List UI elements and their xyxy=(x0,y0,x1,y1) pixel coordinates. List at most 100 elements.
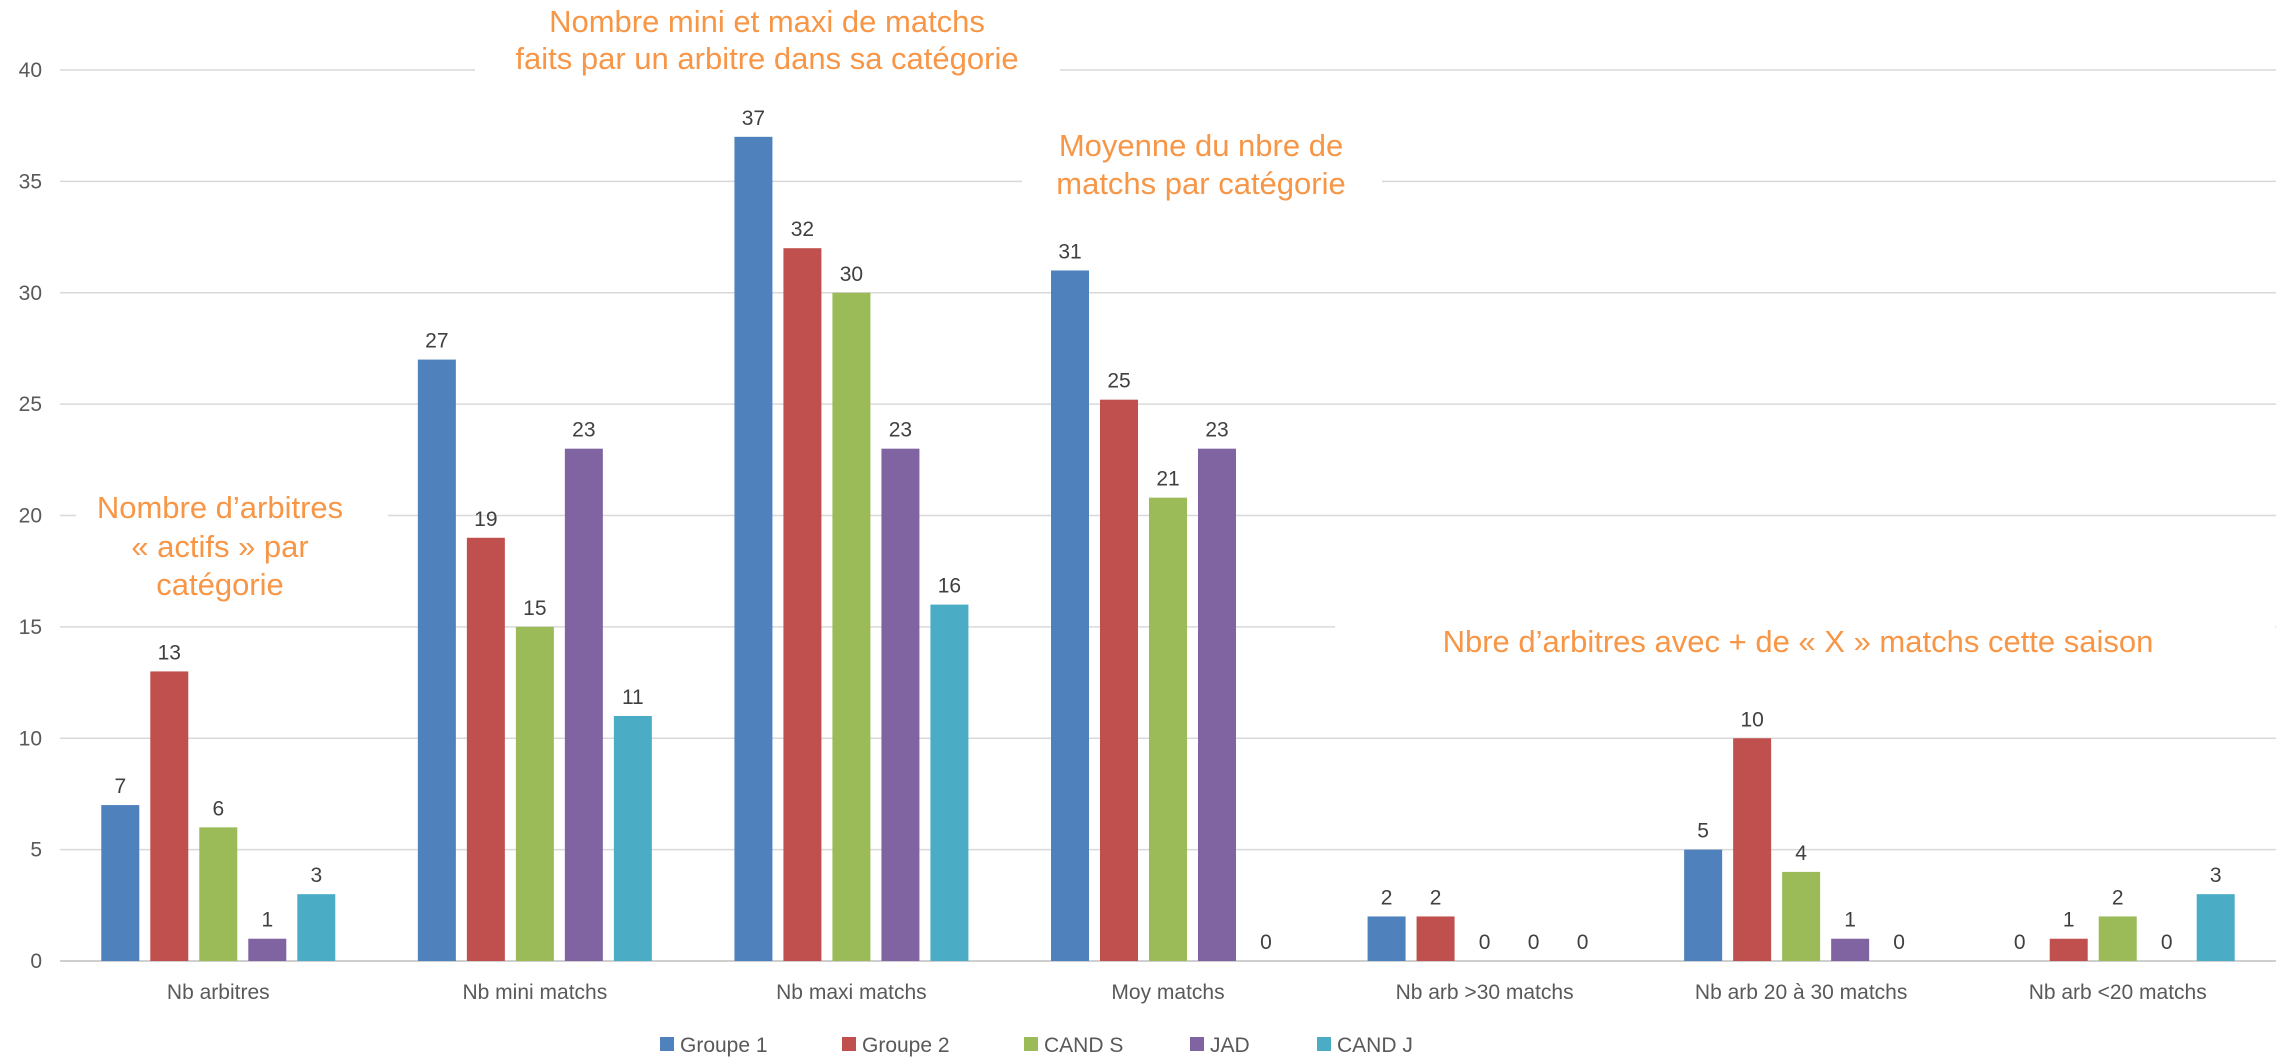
y-tick-label: 30 xyxy=(19,282,42,305)
data-label: 37 xyxy=(742,107,765,130)
bar xyxy=(1100,399,1138,961)
bar xyxy=(466,537,505,961)
bar xyxy=(1149,497,1187,961)
bar xyxy=(248,938,287,961)
data-label: 7 xyxy=(114,775,126,798)
bar xyxy=(2196,894,2235,961)
bar xyxy=(515,626,554,961)
x-tick-label: Nb arb <20 matchs xyxy=(2029,981,2207,1004)
bar xyxy=(881,448,920,961)
legend-swatch xyxy=(1317,1037,1331,1051)
data-label: 6 xyxy=(212,797,224,820)
bar xyxy=(2098,916,2137,961)
legend-label: Groupe 2 xyxy=(862,1034,950,1057)
data-label: 0 xyxy=(1260,931,1272,954)
bar xyxy=(150,671,189,961)
legend-swatch xyxy=(660,1037,674,1051)
data-label: 1 xyxy=(2063,909,2075,932)
data-label: 23 xyxy=(889,419,912,442)
data-label: 11 xyxy=(622,686,644,709)
x-tick-label: Nb arbitres xyxy=(167,981,270,1004)
x-tick-label: Nb arb >30 matchs xyxy=(1396,981,1574,1004)
annotation-text: matchs par catégorie xyxy=(1056,166,1345,201)
data-label: 19 xyxy=(474,508,497,531)
data-label: 4 xyxy=(1795,842,1807,865)
data-label: 32 xyxy=(791,218,814,241)
bar xyxy=(613,715,652,961)
data-label: 3 xyxy=(2210,864,2222,887)
x-tick-label: Nb maxi matchs xyxy=(776,981,927,1004)
annotation-text: faits par un arbitre dans sa catégorie xyxy=(515,41,1018,76)
annotation-background xyxy=(1022,150,1382,222)
data-label: 27 xyxy=(425,330,448,353)
data-label: 10 xyxy=(1740,708,1763,731)
data-label: 0 xyxy=(1577,931,1589,954)
x-tick-label: Nb arb 20 à 30 matchs xyxy=(1695,981,1907,1004)
y-tick-label: 10 xyxy=(19,727,42,750)
x-axis-ticks: Nb arbitres Nb mini matchs Nb maxi matchs M… xyxy=(167,981,2207,1004)
bar xyxy=(930,604,969,961)
bar xyxy=(734,136,773,961)
legend-label: CAND J xyxy=(1337,1034,1413,1057)
data-label: 21 xyxy=(1156,468,1179,491)
y-tick-label: 5 xyxy=(30,839,42,862)
data-label: 0 xyxy=(1528,931,1540,954)
annotation-background xyxy=(76,482,388,614)
bars xyxy=(101,136,2235,962)
y-tick-label: 35 xyxy=(19,170,42,193)
bar xyxy=(1051,270,1089,962)
bar xyxy=(1684,849,1723,961)
bar xyxy=(832,292,871,961)
y-tick-label: 25 xyxy=(19,393,42,416)
annotation-backgrounds xyxy=(76,40,2275,664)
bar xyxy=(783,248,822,961)
y-tick-label: 40 xyxy=(19,59,42,82)
data-label: 0 xyxy=(1479,931,1491,954)
x-tick-label: Moy matchs xyxy=(1111,981,1224,1004)
legend-label: Groupe 1 xyxy=(680,1034,768,1057)
annotation-text: Nbre d’arbitres avec + de « X » matchs c… xyxy=(1443,624,2154,659)
bar xyxy=(1367,916,1406,961)
data-label: 2 xyxy=(1430,886,1442,909)
data-label: 30 xyxy=(840,263,863,286)
bar xyxy=(199,827,238,961)
bar xyxy=(1782,871,1821,961)
data-label: 13 xyxy=(158,641,181,664)
bar xyxy=(297,894,336,961)
data-label: 25 xyxy=(1107,370,1130,393)
y-tick-label: 15 xyxy=(19,616,42,639)
annotation-background xyxy=(1335,614,2275,664)
legend-label: CAND S xyxy=(1044,1034,1123,1057)
annotation-text: catégorie xyxy=(156,567,284,602)
bar xyxy=(1733,738,1772,961)
annotation-text: Nombre d’arbitres xyxy=(97,490,343,525)
bar xyxy=(1416,916,1455,961)
x-tick-label: Nb mini matchs xyxy=(463,981,608,1004)
data-label: 23 xyxy=(1205,419,1228,442)
data-label: 5 xyxy=(1697,820,1709,843)
data-label: 1 xyxy=(261,909,273,932)
y-tick-label: 20 xyxy=(19,505,42,528)
legend-swatch xyxy=(1024,1037,1038,1051)
bar xyxy=(417,359,456,961)
bar xyxy=(101,805,140,961)
data-label: 16 xyxy=(938,575,961,598)
y-tick-label: 0 xyxy=(30,950,42,973)
data-label: 1 xyxy=(1844,909,1856,932)
bar xyxy=(564,448,603,961)
annotation-text: Moyenne du nbre de xyxy=(1059,128,1343,163)
legend-swatch xyxy=(842,1037,856,1051)
bar xyxy=(1831,938,1870,961)
data-label: 0 xyxy=(2161,931,2173,954)
data-label: 0 xyxy=(1893,931,1905,954)
data-label: 2 xyxy=(2112,886,2124,909)
bar xyxy=(1198,448,1236,961)
data-label: 2 xyxy=(1381,886,1393,909)
data-label: 23 xyxy=(572,419,595,442)
legend: Groupe 1 Groupe 2 CAND S JAD CAND J xyxy=(660,1034,1413,1057)
data-label: 31 xyxy=(1058,240,1081,263)
data-label: 0 xyxy=(2014,931,2026,954)
